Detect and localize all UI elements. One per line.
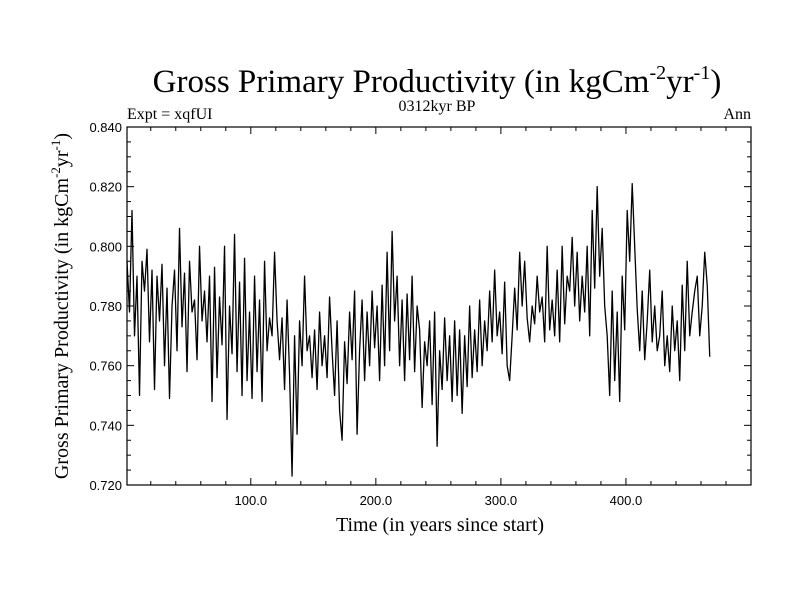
ylabel-sup-2: -1	[48, 140, 63, 151]
y-tick-label: 0.720	[89, 478, 122, 493]
y-axis-label: Gross Primary Productivity (in kgCm-2yr-…	[48, 133, 73, 479]
subtitle-season: Ann	[723, 106, 751, 123]
chart-title: Gross Primary Productivity (in kgCm-2yr-…	[153, 62, 722, 100]
y-tick-label: 0.740	[89, 418, 122, 433]
y-tick-label: 0.820	[89, 180, 122, 195]
subtitle-experiment: Expt = xqfUI	[127, 106, 212, 123]
y-tick-label: 0.840	[89, 120, 122, 135]
y-tick-label: 0.760	[89, 359, 122, 374]
x-axis-label: Time (in years since start)	[336, 514, 544, 536]
ylabel-end: )	[51, 133, 73, 140]
x-tick-label: 400.0	[610, 493, 643, 508]
x-tick-label: 100.0	[235, 493, 268, 508]
y-axis-ticks: 0.720 0.740 0.760 0.780 0.800 0.820 0.840	[89, 120, 751, 493]
y-tick-label: 0.800	[89, 239, 122, 254]
ylabel-sup-1: -2	[48, 167, 63, 178]
title-end: )	[710, 64, 721, 100]
title-sup-1: -2	[649, 62, 666, 84]
x-tick-label: 300.0	[485, 493, 518, 508]
title-mid: yr	[666, 64, 694, 100]
series-line-annual-gpp	[126, 183, 711, 477]
title-main: Gross Primary Productivity (in kgCm	[153, 64, 650, 100]
x-axis-ticks: 100.0 200.0 300.0 400.0	[150, 127, 727, 508]
ylabel-main: Gross Primary Productivity (in kgCm	[51, 178, 73, 480]
subtitle-period: 0312kyr BP	[399, 98, 476, 115]
title-sup-2: -1	[694, 62, 711, 84]
ylabel-mid: yr	[51, 150, 73, 167]
plot-frame	[126, 126, 752, 486]
x-tick-label: 200.0	[360, 493, 393, 508]
y-tick-label: 0.780	[89, 299, 122, 314]
